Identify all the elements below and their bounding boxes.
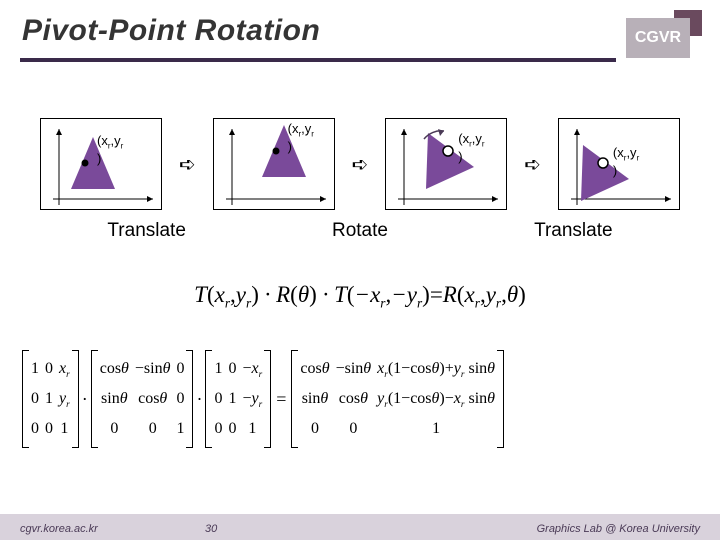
pivot-label: (xr,yr): [458, 133, 484, 163]
diagram-panel: (xr,yr): [558, 118, 680, 210]
pivot-label: (xr,yr): [288, 123, 314, 153]
composition-formula: T(xr,yr) · R(θ) · T(−xr,−yr)=R(xr,yr,θ): [0, 282, 720, 312]
arrow-icon: ➪: [524, 152, 541, 177]
footer-url: cgvr.korea.ac.kr: [20, 523, 98, 535]
footer: cgvr.korea.ac.kr 30 Graphics Lab @ Korea…: [0, 514, 720, 540]
arrow-icon: ➪: [352, 152, 369, 177]
page-title: Pivot-Point Rotation: [22, 14, 320, 48]
badge-front: CGVR: [626, 18, 690, 58]
diagram-panel: (xr,yr): [385, 118, 507, 210]
badge-text: CGVR: [635, 29, 681, 47]
matrix-equation: 100010xryr1·cosθsinθ0−sinθcosθ0001·10001…: [22, 350, 504, 448]
pivot-label: (xr,yr): [97, 135, 123, 165]
caption-rotate: Rotate: [254, 220, 465, 242]
footer-page: 30: [205, 523, 217, 535]
caption-row: Translate Rotate Translate: [40, 220, 680, 242]
header: Pivot-Point Rotation CGVR: [0, 0, 720, 72]
diagram-row: (xr,yr) ➪ (xr,yr) ➪ (xr,yr) ➪ (xr,yr): [40, 118, 680, 210]
pivot-label: (xr,yr): [613, 147, 639, 177]
header-rule: [20, 58, 616, 62]
logo-badge: CGVR: [626, 10, 702, 58]
footer-credit: Graphics Lab @ Korea University: [537, 523, 700, 535]
caption-translate-1: Translate: [41, 220, 252, 242]
diagram-panel: (xr,yr): [213, 118, 335, 210]
slide: Pivot-Point Rotation CGVR (xr,yr)➪(xr,yr…: [0, 0, 720, 540]
arrow-icon: ➪: [179, 152, 196, 177]
caption-translate-2: Translate: [468, 220, 679, 242]
diagram-panel: (xr,yr): [40, 118, 162, 210]
